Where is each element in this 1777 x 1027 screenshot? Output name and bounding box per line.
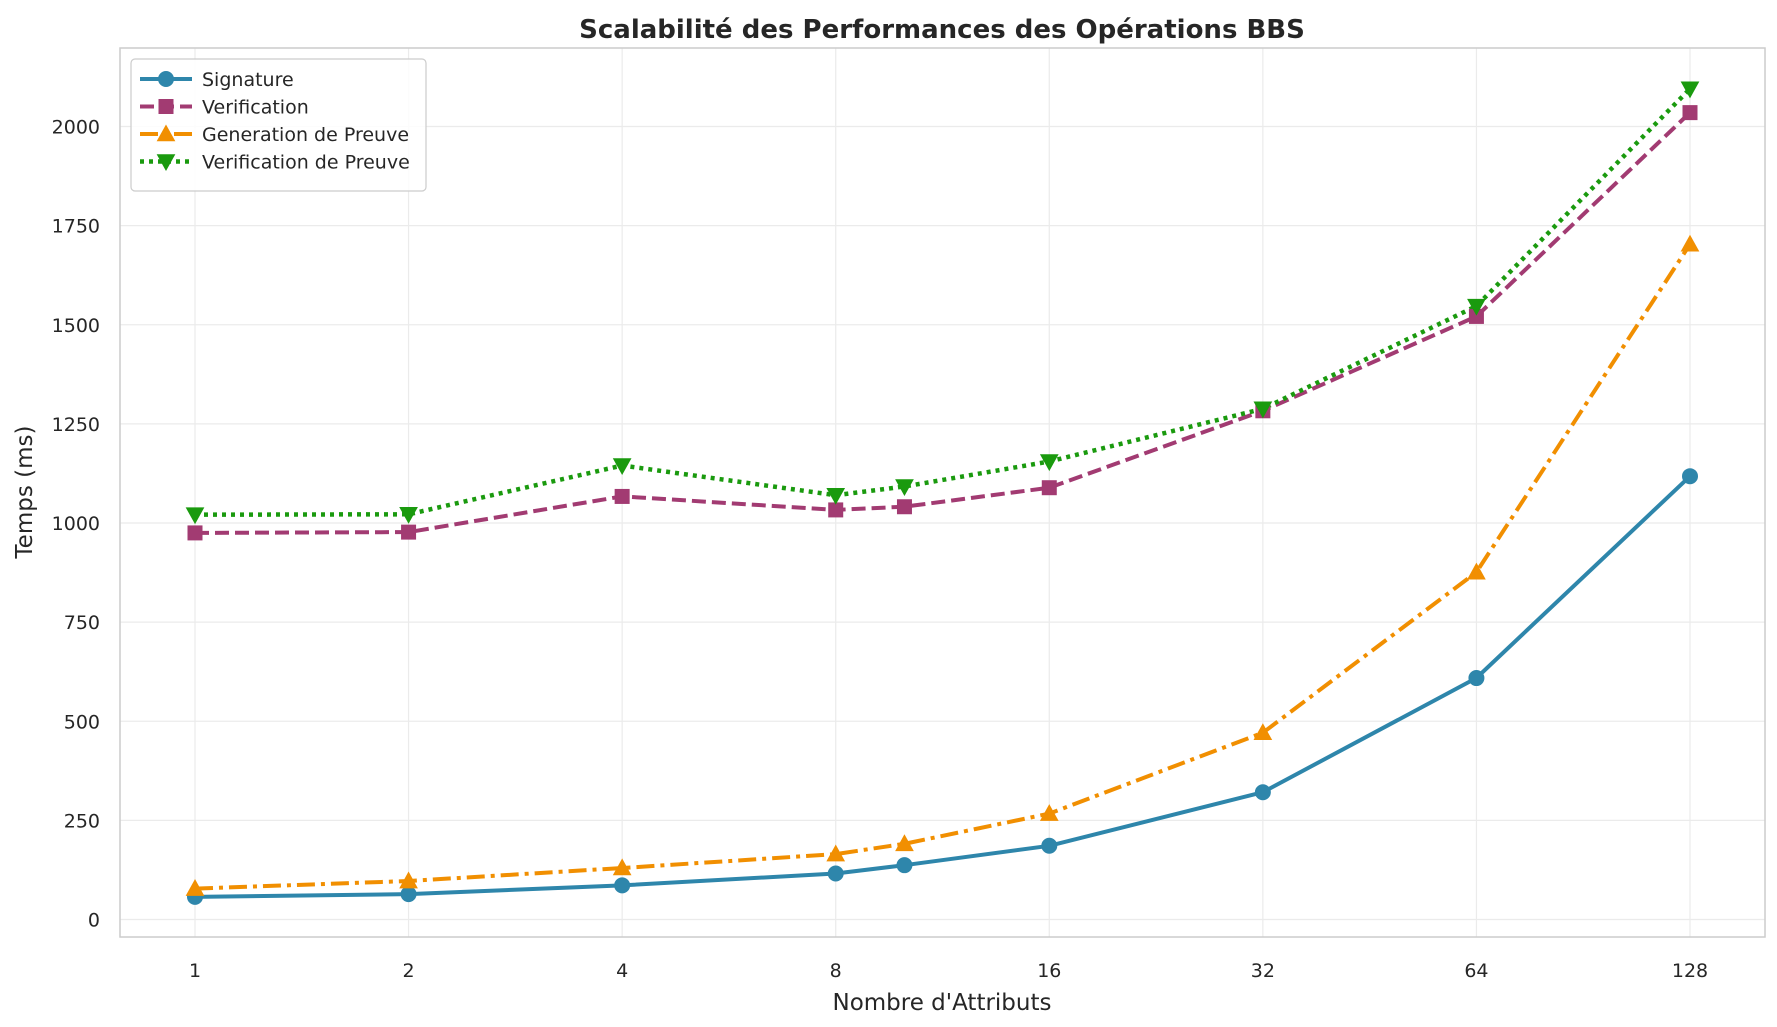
data-point [614, 877, 631, 894]
data-point [1682, 105, 1698, 121]
data-point [1680, 234, 1700, 252]
data-point [896, 499, 912, 515]
plot-frame [119, 47, 1766, 938]
data-point [1041, 837, 1058, 854]
legend: Signature Verification Generation de Preuv… [130, 58, 427, 192]
legend-marker [156, 124, 176, 142]
y-tick-labels: 0 250 500 750 1000 1250 1500 1750 2000 [52, 117, 100, 932]
y-axis-label: Temps (ms) [12, 426, 38, 560]
data-point [895, 479, 914, 497]
data-point [612, 458, 632, 476]
data-point [1680, 81, 1700, 99]
x-tick-label: 64 [1464, 960, 1488, 982]
data-point [185, 507, 205, 525]
data-point [1682, 468, 1698, 485]
series-line-3 [194, 243, 1692, 891]
data-point [895, 834, 914, 852]
legend-marker [156, 154, 176, 172]
x-tick-label: 128 [1672, 960, 1708, 982]
data-point [1039, 454, 1059, 472]
legend-label: Generation de Preuve [202, 124, 409, 146]
data-point [1039, 804, 1059, 821]
legend-label: Signature [202, 69, 294, 91]
data-point [1254, 784, 1271, 801]
data-point [1041, 480, 1057, 496]
data-point [1467, 562, 1486, 580]
y-tick-label: 2000 [52, 117, 100, 139]
data-point [826, 487, 846, 505]
grid-lines [120, 48, 1765, 937]
x-tick-label: 4 [616, 960, 628, 982]
legend-marker [158, 71, 174, 87]
data-point [896, 857, 913, 874]
data-point [1253, 723, 1273, 741]
legend-frame [130, 58, 427, 192]
data-point [614, 488, 630, 504]
y-tick-label: 1000 [52, 513, 100, 535]
data-point [828, 502, 844, 518]
y-tick-label: 250 [64, 810, 100, 832]
data-point [826, 844, 846, 862]
x-tick-label: 32 [1251, 960, 1275, 982]
data-point [399, 506, 418, 524]
y-tick-label: 500 [64, 711, 100, 733]
data-point [401, 524, 417, 540]
plot-background [120, 48, 1765, 937]
y-tick-label: 750 [64, 612, 100, 634]
data-point [612, 858, 632, 876]
y-tick-label: 0 [88, 910, 100, 932]
data-point [400, 886, 417, 903]
y-tick-label: 1500 [52, 315, 100, 337]
data-point [1468, 670, 1485, 687]
x-tick-label: 1 [189, 960, 201, 982]
series-line-4 [194, 87, 1692, 517]
data-point [1253, 401, 1273, 419]
x-tick-label: 2 [403, 960, 415, 982]
data-point [827, 865, 844, 882]
data-point [185, 879, 205, 896]
data-point [1467, 298, 1486, 316]
legend-label: Verification [202, 97, 309, 119]
data-point [399, 871, 418, 889]
legend-marker [158, 99, 174, 114]
series-markers [185, 81, 1700, 905]
x-tick-labels: 1 2 4 8 16 32 64 128 [189, 960, 1708, 982]
chart-title: Scalabilité des Performances des Opérati… [579, 15, 1305, 45]
y-tick-label: 1750 [52, 216, 100, 238]
x-tick-label: 8 [830, 960, 842, 982]
x-tick-label: 16 [1037, 960, 1061, 982]
legend-label: Verification de Preuve [202, 152, 410, 174]
data-point [187, 525, 203, 541]
x-axis-label: Nombre d'Attributs [832, 990, 1051, 1016]
y-tick-label: 1250 [52, 414, 100, 436]
